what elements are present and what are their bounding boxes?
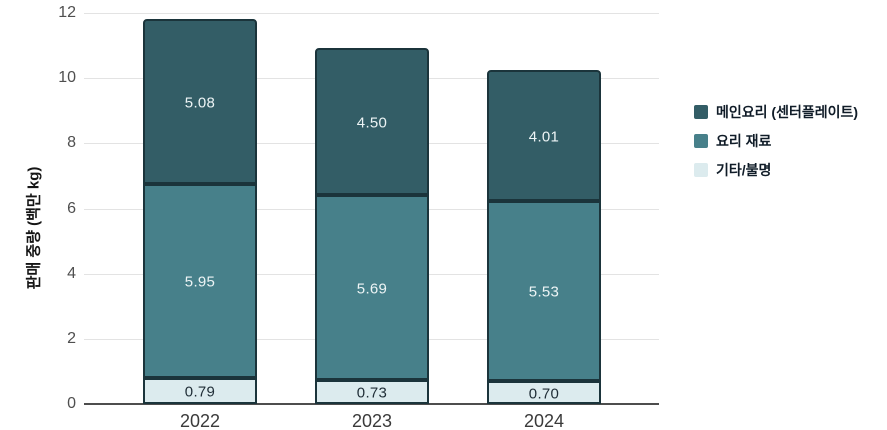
x-tick-label-2024: 2024 bbox=[523, 411, 565, 430]
legend: 메인요리 (센터플레이트) 요리 재료 기타/불명 bbox=[694, 104, 858, 191]
legend-label-ingredients: 요리 재료 bbox=[716, 133, 772, 149]
bar-segment-2023-2 bbox=[315, 48, 429, 195]
bar-segment-2022-0 bbox=[143, 378, 257, 404]
y-tick-label-12: 12 bbox=[58, 4, 76, 21]
gridline-y12 bbox=[84, 13, 659, 14]
bar-value-label-2024-0: 0.70 bbox=[528, 385, 560, 403]
bar-value-label-2023-2: 4.50 bbox=[356, 114, 388, 131]
bar-value-label-2022-2: 5.08 bbox=[184, 94, 216, 112]
bar-value-label-2023-1: 5.69 bbox=[356, 280, 388, 297]
x-axis-line bbox=[84, 403, 659, 405]
legend-item-main-dish: 메인요리 (센터플레이트) bbox=[694, 104, 858, 120]
bar-segment-2022-1 bbox=[143, 184, 257, 379]
bar-segment-2024-2 bbox=[487, 70, 601, 201]
x-tick-label-2023: 2023 bbox=[351, 411, 393, 430]
y-tick-label-6: 6 bbox=[67, 199, 76, 217]
legend-label-main-dish: 메인요리 (센터플레이트) bbox=[716, 104, 859, 120]
bar-segment-2023-0 bbox=[315, 380, 429, 404]
legend-swatch-main-dish bbox=[694, 105, 708, 119]
y-tick-label-8: 8 bbox=[67, 134, 76, 152]
legend-label-other: 기타/불명 bbox=[716, 162, 772, 178]
y-tick-label-10: 10 bbox=[58, 69, 76, 87]
bar-value-label-2022-1: 5.95 bbox=[184, 273, 216, 291]
legend-item-other: 기타/불명 bbox=[694, 162, 858, 178]
legend-swatch-ingredients bbox=[694, 134, 708, 148]
legend-swatch-other bbox=[694, 163, 708, 177]
bar-value-label-2023-0: 0.73 bbox=[356, 384, 388, 402]
bar-segment-2024-0 bbox=[487, 381, 601, 404]
bar-segment-2024-1 bbox=[487, 201, 601, 382]
legend-item-ingredients: 요리 재료 bbox=[694, 133, 858, 149]
y-tick-label-2: 2 bbox=[67, 329, 76, 347]
bar-value-label-2024-2: 4.01 bbox=[528, 128, 560, 146]
bar-segment-2022-2 bbox=[143, 18, 257, 185]
y-tick-label-4: 4 bbox=[67, 264, 76, 282]
bar-value-label-2022-0: 0.79 bbox=[184, 383, 216, 401]
x-tick-label-2022: 2022 bbox=[179, 411, 221, 430]
bar-value-label-2024-1: 5.53 bbox=[528, 283, 560, 301]
bar-segment-2023-1 bbox=[315, 194, 429, 381]
y-tick-label-0: 0 bbox=[67, 395, 76, 412]
